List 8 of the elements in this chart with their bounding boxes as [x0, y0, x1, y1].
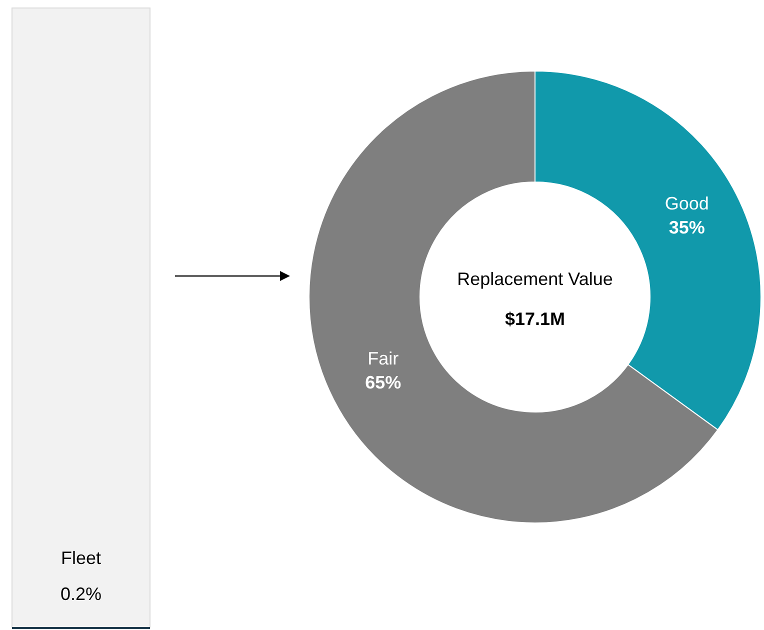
text: Replacement Value [457, 269, 613, 289]
slice-label: Fair [368, 348, 399, 368]
text: Fleet [60, 548, 102, 568]
text: $17.1M [504, 309, 566, 329]
slice-label: Good [664, 194, 709, 214]
data-label: 65% [365, 372, 402, 392]
data-label: 35% [668, 218, 705, 238]
text: 0.2% [60, 584, 102, 604]
